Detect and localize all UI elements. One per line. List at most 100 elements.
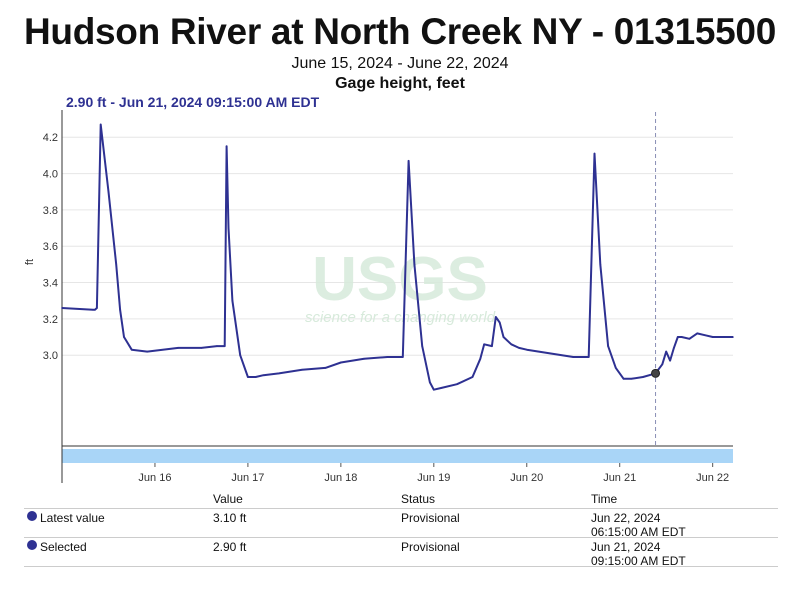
data-point: [107, 190, 110, 193]
data-point: [223, 345, 226, 347]
data-point: [642, 376, 644, 378]
data-point: [723, 336, 726, 338]
data-point: [115, 263, 118, 266]
row-name: Selected: [40, 540, 87, 554]
data-point: [456, 383, 458, 386]
series-dot-icon: [27, 540, 37, 550]
data-point: [61, 307, 63, 309]
data-point: [119, 308, 121, 311]
row-status: Provisional: [401, 511, 460, 525]
row-name: Latest value: [40, 511, 105, 525]
data-point: [398, 356, 400, 358]
brush-bar: [62, 449, 733, 463]
data-point: [239, 354, 241, 356]
usgs-watermark-tagline: science for a changing world: [305, 309, 496, 326]
data-point: [615, 367, 617, 369]
data-point: [278, 372, 280, 375]
data-point: [502, 336, 505, 338]
series-dot-icon: [27, 511, 37, 521]
data-point: [200, 347, 203, 349]
data-point: [549, 352, 551, 355]
selected-point-label: 2.90 ft - Jun 21, 2024 09:15:00 AM EDT: [66, 94, 320, 110]
header-value: Value: [213, 492, 243, 506]
data-point: [123, 336, 125, 338]
data-point: [216, 345, 218, 347]
data-point: [479, 358, 482, 360]
data-point: [92, 308, 94, 311]
data-point: [622, 378, 625, 380]
data-point: [510, 343, 513, 346]
data-point: [704, 334, 706, 337]
data-point: [732, 336, 734, 338]
y-tick-label: 4.2: [43, 132, 58, 144]
data-point: [599, 263, 602, 266]
data-point: [407, 160, 410, 162]
data-point: [402, 356, 404, 358]
y-axis-label: ft: [24, 259, 36, 265]
table-row-latest: Latest value 3.10 ft Provisional Jun 22,…: [24, 508, 778, 539]
x-tick-label: Jun 19: [417, 472, 450, 484]
value-table: Value Status Time Latest value 3.10 ft P…: [24, 490, 778, 568]
data-point: [593, 152, 596, 155]
data-point: [669, 359, 671, 362]
table-row-selected: Selected 2.90 ft Provisional Jun 21, 202…: [24, 537, 778, 568]
data-point: [584, 356, 586, 358]
data-point: [696, 332, 698, 335]
data-point: [421, 345, 423, 347]
data-point: [94, 308, 96, 311]
data-point: [301, 368, 303, 371]
y-tick-label: 4.0: [43, 169, 58, 181]
data-point: [665, 350, 667, 353]
data-point: [471, 376, 474, 378]
usgs-watermark-logo: USGS: [312, 245, 488, 314]
data-point: [673, 347, 675, 349]
selected-point-marker: [651, 368, 661, 378]
parameter-label: Gage height, feet: [335, 75, 465, 92]
header-time: Time: [591, 492, 618, 506]
data-point: [262, 374, 265, 376]
data-point: [433, 388, 435, 391]
x-tick-label: Jun 22: [696, 472, 729, 484]
data-point: [498, 321, 501, 324]
y-tick-label: 3.4: [43, 278, 58, 290]
table-header: Value Status Time: [24, 490, 778, 508]
row-time-clock: 09:15:00 AM EDT: [591, 554, 686, 568]
data-point: [130, 348, 133, 351]
data-point: [254, 376, 257, 378]
x-tick-label: Jun 17: [231, 472, 264, 484]
data-point: [247, 376, 249, 378]
data-point: [146, 350, 149, 353]
data-point: [413, 263, 416, 266]
data-point: [572, 356, 575, 358]
data-point: [429, 381, 431, 384]
chart-title: Hudson River at North Creek NY - 0131550…: [24, 11, 776, 52]
data-point: [491, 345, 493, 347]
x-tick-label: Jun 18: [324, 472, 357, 484]
y-tick-label: 3.6: [43, 241, 58, 253]
data-point: [386, 356, 389, 358]
data-point: [177, 347, 179, 349]
data-point: [711, 336, 714, 338]
row-value: 3.10 ft: [213, 511, 247, 525]
data-point: [227, 227, 230, 229]
data-point: [363, 358, 365, 360]
data-point: [518, 347, 520, 349]
x-tick-label: Jun 16: [138, 472, 171, 484]
data-point: [99, 123, 102, 126]
row-value: 2.90 ft: [213, 540, 247, 554]
y-tick-label: 3.8: [43, 205, 58, 217]
y-tick-label: 3.2: [43, 314, 58, 326]
table-bottom-rule: [24, 566, 778, 567]
data-point: [440, 387, 443, 389]
data-point: [483, 343, 485, 346]
data-point: [340, 361, 342, 364]
row-status: Provisional: [401, 540, 460, 554]
date-range: June 15, 2024 - June 22, 2024: [291, 55, 509, 72]
data-point: [96, 307, 98, 309]
row-time-date: Jun 21, 2024: [591, 540, 661, 554]
row-time-date: Jun 22, 2024: [591, 511, 661, 525]
data-point: [661, 363, 664, 366]
row-time-clock: 06:15:00 AM EDT: [591, 525, 686, 539]
data-point: [494, 316, 497, 318]
